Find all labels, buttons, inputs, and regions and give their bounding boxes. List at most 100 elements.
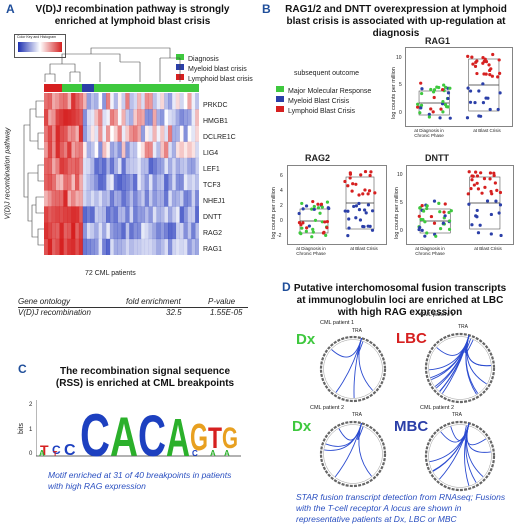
- fusion-chord: [430, 335, 470, 379]
- heatmap-cell: [195, 174, 199, 191]
- heatmap-cell: [156, 190, 161, 207]
- panel-c-label: C: [18, 362, 27, 376]
- heatmap-cell: [75, 93, 80, 110]
- data-point: [497, 58, 501, 62]
- heatmap-cell: [98, 141, 103, 159]
- data-point: [475, 71, 479, 76]
- heatmap-cell: [191, 238, 196, 255]
- data-point: [470, 174, 474, 178]
- logo-letter: A: [39, 449, 45, 458]
- heatmap-cell: [51, 141, 56, 159]
- heatmap-cell: [82, 109, 87, 126]
- heatmap-cell: [129, 125, 134, 142]
- heatmap-cell: [121, 141, 126, 159]
- heatmap-cell: [175, 238, 180, 255]
- heatmap-cell: [78, 157, 84, 175]
- heatmap-cell: [47, 109, 53, 126]
- heatmap-cell: [102, 190, 107, 207]
- heatmap-cell: [117, 141, 122, 159]
- data-point: [363, 188, 367, 192]
- heatmap-cell: [180, 125, 184, 141]
- heatmap-cell: [144, 109, 149, 126]
- heatmap-cell: [140, 125, 146, 142]
- heatmap: [44, 93, 199, 255]
- heatmap-cell: [102, 222, 107, 240]
- circos-plot-4: [424, 420, 496, 492]
- data-point: [432, 88, 437, 92]
- heatmap-cell: [94, 206, 99, 223]
- heatmap-cell: [67, 238, 72, 255]
- data-point: [482, 72, 486, 76]
- heatmap-cell: [117, 174, 122, 191]
- heatmap-cell: [121, 125, 126, 142]
- heatmap-cell: [137, 174, 142, 191]
- logo-ytick: 0: [29, 451, 33, 457]
- data-point: [447, 219, 452, 223]
- legend-item-mbc: Myeloid Blast Crisis: [276, 90, 371, 105]
- heatmap-cell: [59, 125, 64, 142]
- heatmap-cell: [82, 190, 87, 207]
- data-point: [305, 226, 309, 230]
- heatmap-cell: [148, 238, 153, 255]
- legend-item-diagnosis: Diagnosis: [176, 48, 253, 63]
- panel-b-label: B: [262, 2, 271, 16]
- heatmap-cell: [168, 238, 173, 255]
- data-point: [498, 190, 503, 195]
- heatmap-cell: [55, 238, 60, 255]
- data-point: [368, 173, 372, 178]
- heatmap-cell: [137, 93, 142, 110]
- heatmap-cell: [78, 174, 84, 191]
- data-point: [489, 189, 493, 194]
- heatmap-cell: [75, 238, 80, 255]
- circos-ring: [424, 332, 496, 404]
- heatmap-cell: [121, 206, 126, 223]
- heatmap-cell: [137, 157, 142, 175]
- heatmap-cell: [183, 190, 188, 207]
- data-point: [367, 189, 372, 193]
- data-point: [320, 220, 324, 224]
- heatmap-cell: [106, 141, 111, 159]
- heatmap-cell: [160, 93, 165, 110]
- rag2-ytick: 4: [280, 188, 283, 194]
- heatmap-cell: [102, 125, 107, 142]
- heatmap-cell: [90, 174, 95, 191]
- heatmap-cell: [140, 109, 146, 126]
- heatmap-cell: [113, 93, 118, 110]
- heatmap-cell: [113, 109, 118, 126]
- data-point: [312, 204, 316, 209]
- panel-d-caption: STAR fusion transcript detection from RN…: [296, 492, 506, 524]
- data-point: [443, 214, 447, 218]
- data-point: [467, 170, 471, 174]
- heatmap-cell: [106, 190, 111, 207]
- heatmap-cell: [75, 141, 80, 159]
- heatmap-cell: [133, 190, 138, 207]
- heatmap-cell: [187, 190, 192, 207]
- heatmap-cell: [102, 93, 107, 110]
- heatmap-cell: [109, 109, 115, 126]
- color-key-label: Color Key and Histogram: [17, 35, 57, 39]
- heatmap-cell: [156, 222, 161, 240]
- heatmap-cell: [148, 157, 153, 175]
- data-point: [447, 227, 452, 231]
- heatmap-cell: [86, 222, 91, 240]
- heatmap-cell: [98, 125, 103, 142]
- fusion-chord: [432, 423, 470, 472]
- data-point: [318, 211, 322, 215]
- heatmap-cell: [113, 125, 118, 142]
- heatmap-cell: [71, 93, 76, 110]
- heatmap-cell: [160, 238, 165, 255]
- circos-4-tag: MBC: [394, 418, 429, 435]
- gene-label: LIG4: [203, 150, 219, 157]
- data-point: [419, 106, 423, 110]
- heatmap-cell: [152, 109, 157, 126]
- heatmap-cell: [113, 238, 118, 255]
- rag1-ytick: 10: [396, 55, 402, 61]
- heatmap-cell: [164, 125, 169, 142]
- heatmap-cell: [168, 222, 173, 240]
- heatmap-cell: [86, 157, 91, 175]
- heatmap-cell: [109, 222, 115, 240]
- heatmap-cell: [175, 109, 180, 126]
- data-point: [448, 86, 452, 90]
- data-point: [311, 230, 315, 234]
- rag2-xcat: at Blast Crisis: [350, 246, 378, 251]
